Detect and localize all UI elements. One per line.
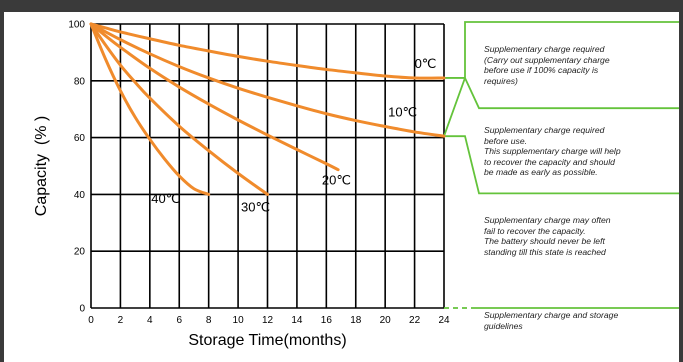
guideline-note-zone-1: Supplementary charge required (Carry out… [484, 44, 610, 86]
x-tick-label: 8 [206, 315, 212, 326]
y-tick-label: 100 [68, 20, 85, 31]
note-line: fail to recover the capacity. [484, 225, 586, 236]
y-tick-labels: 0 20 40 60 80 100 [68, 20, 85, 315]
note-line: be made as early as possible. [484, 167, 598, 178]
x-tick-label: 2 [118, 315, 124, 326]
y-tick-label: 0 [79, 304, 85, 315]
x-tick-label: 20 [380, 315, 392, 326]
curve-label: 40℃ [151, 191, 180, 206]
curve-label: 30℃ [241, 199, 270, 214]
x-tick-label: 16 [321, 315, 333, 326]
curve-series-2 [89, 22, 340, 172]
note-line: requires) [484, 75, 518, 86]
x-tick-label: 18 [350, 315, 362, 326]
y-tick-label: 80 [74, 76, 86, 87]
y-tick-label: 40 [74, 190, 86, 201]
guideline-note-legend: Supplementary charge and storage guideli… [484, 310, 618, 331]
curve-label: 10℃ [388, 104, 417, 119]
curve-series-0 [89, 22, 446, 80]
note-line: before use. [484, 135, 527, 146]
curve-series-1 [89, 22, 446, 138]
x-tick-label: 10 [233, 315, 245, 326]
capacity-curves [89, 22, 446, 196]
curve-label: 0℃ [415, 56, 437, 71]
note-line: Supplementary charge may often [484, 215, 611, 225]
zone-line-2 [444, 135, 679, 195]
grid [90, 23, 445, 309]
guideline-zone-lines [443, 21, 679, 309]
y-tick-label: 20 [74, 247, 86, 258]
y-tick-label: 60 [74, 133, 86, 144]
curve-series-3 [89, 22, 269, 196]
curve-series-4 [89, 22, 211, 196]
x-tick-label: 14 [291, 315, 303, 326]
note-line: standing till this state is reached [484, 246, 606, 257]
curve-labels: 0℃ 10℃ 20℃ 30℃ 40℃ [151, 56, 436, 214]
note-line: to recover the capacity and should [484, 156, 615, 167]
chart-panel: 0 2 4 6 8 10 12 14 16 18 20 22 24 0 20 40 60 80 100 0℃ 10℃… [4, 12, 679, 362]
note-line: Supplementary charge required [484, 125, 605, 135]
note-line: (Carry out supplementary charge [484, 54, 610, 65]
x-tick-labels: 0 2 4 6 8 10 12 14 16 18 20 22 24 [88, 315, 450, 326]
note-line: guidelines [484, 320, 523, 331]
zone-line-0 [444, 21, 679, 79]
y-axis-title: Capacity (% ) [33, 116, 50, 216]
note-line: before use if 100% capacity is [484, 65, 599, 76]
x-tick-label: 4 [147, 315, 153, 326]
x-tick-label: 6 [176, 315, 182, 326]
guideline-note-zone-3: Supplementary charge may often fail to r… [484, 215, 611, 257]
note-line: Supplementary charge and storage [484, 310, 619, 320]
note-line: Supplementary charge required [484, 44, 605, 54]
curve-label: 20℃ [322, 172, 351, 187]
zone-line-1 [443, 77, 679, 137]
guideline-note-zone-2: Supplementary charge required before use… [484, 125, 621, 178]
x-tick-label: 12 [262, 315, 274, 326]
note-line: The battery should never be left [484, 236, 605, 247]
note-line: This supplementary charge will help [484, 146, 621, 157]
x-axis-title: Storage Time(months) [188, 332, 346, 349]
x-tick-label: 0 [88, 315, 94, 326]
x-tick-label: 22 [409, 315, 421, 326]
x-tick-label: 24 [438, 315, 450, 326]
